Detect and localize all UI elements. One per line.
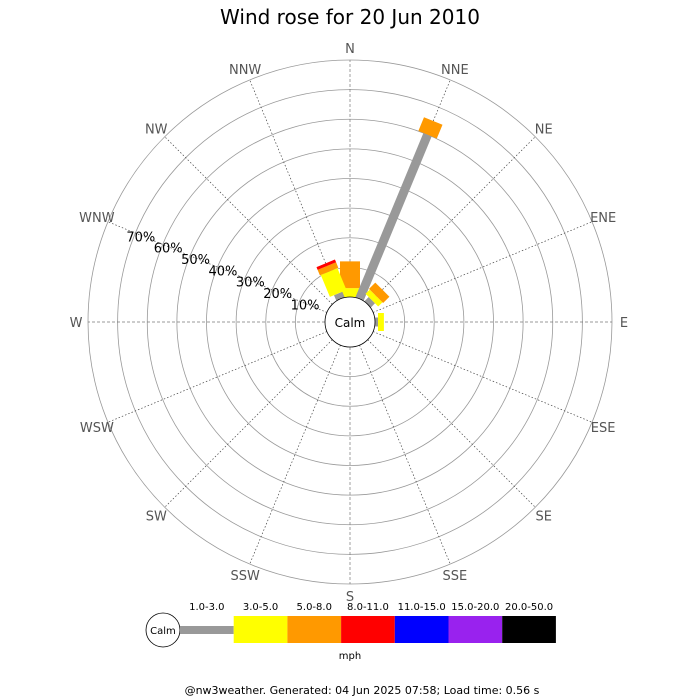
direction-label-ne: NE [535, 122, 553, 137]
legend-label-0: 1.0-3.0 [189, 602, 224, 613]
legend-swatch-5 [448, 616, 503, 643]
direction-label-se: SE [536, 510, 552, 525]
ring-30 [235, 207, 465, 437]
direction-label-wsw: WSW [80, 421, 114, 436]
ring-50 [176, 148, 524, 496]
legend-swatch-6 [502, 616, 556, 643]
bar-e-bin-1 [378, 313, 384, 331]
legend-swatch-1 [233, 616, 288, 643]
ring-label-40: 40% [209, 264, 238, 279]
bar-nnw-bin-1 [320, 268, 347, 297]
legend-label-1: 3.0-5.0 [243, 602, 278, 613]
direction-label-e: E [620, 316, 628, 331]
legend-calm-label: Calm [150, 626, 176, 637]
bar-nnw-bin-0 [334, 291, 345, 301]
bar-n-bin-2 [340, 261, 360, 289]
legend-swatch-3 [341, 616, 395, 643]
ring-label-60: 60% [154, 242, 183, 257]
spoke-wnw [107, 221, 328, 313]
ring-label-10: 10% [291, 298, 320, 313]
legend-swatch-4 [394, 616, 449, 643]
bar-e-bin-0 [375, 317, 378, 327]
legend-label-3: 8.0-11.0 [347, 602, 389, 613]
direction-label-ese: ESE [591, 421, 616, 436]
direction-label-nne: NNE [441, 63, 469, 78]
chart-title: Wind rose for 20 Jun 2010 [220, 5, 480, 29]
ring-label-70: 70% [126, 230, 155, 245]
legend-swatch-2 [287, 616, 342, 643]
calm-circle: Calm [324, 296, 376, 348]
spoke-nnw [249, 79, 341, 300]
legend-label-5: 15.0-20.0 [451, 602, 499, 613]
bar-nnw-bin-2 [317, 262, 339, 276]
ring-labels: 10%20%30%40%50%60%70% [126, 230, 319, 313]
direction-label-n: N [345, 42, 355, 57]
direction-label-ssw: SSW [230, 569, 260, 584]
spoke-ese [372, 331, 593, 423]
bar-nne-bin-2 [418, 117, 443, 139]
ring-20 [265, 237, 435, 407]
bar-ne-bin-0 [364, 297, 375, 308]
bar-ne-bin-1 [365, 289, 383, 307]
direction-label-s: S [346, 590, 354, 605]
spoke-ssw [249, 344, 341, 565]
legend-label-2: 5.0-8.0 [297, 602, 332, 613]
ring-40 [206, 178, 494, 466]
direction-label-sw: SW [146, 510, 167, 525]
direction-label-wnw: WNW [79, 211, 115, 226]
spoke-sse [359, 344, 451, 565]
bar-ne-bin-2 [369, 282, 390, 303]
bar-nne-bin-0 [355, 133, 432, 301]
direction-label-ene: ENE [590, 211, 616, 226]
direction-label-sse: SSE [442, 569, 467, 584]
spoke-ene [372, 221, 593, 313]
legend-label-4: 11.0-15.0 [398, 602, 446, 613]
direction-label-nnw: NNW [229, 63, 261, 78]
spoke-sw [164, 339, 333, 508]
direction-label-w: W [70, 316, 83, 331]
direction-label-nw: NW [145, 122, 168, 137]
ring-label-20: 20% [263, 287, 292, 302]
bar-nnw-bin-3 [316, 259, 337, 270]
direction-labels: N NNE NE ENE E ESE SE SSE S SSW SW WSW W WNW NW NNW [70, 42, 629, 605]
legend-label-6: 20.0-50.0 [505, 602, 553, 613]
legend-unit: mph [339, 651, 361, 662]
spoke-nw [164, 136, 333, 305]
spoke-wsw [107, 331, 328, 423]
spoke-ne [367, 136, 536, 305]
calm-label: Calm [335, 316, 366, 330]
legend-swatch-0 [180, 626, 234, 634]
footer-text: @nw3weather. Generated: 04 Jun 2025 07:5… [185, 684, 540, 697]
legend: Calm mph 1.0-3.0 3.0-5.0 5.0-8.0 8.0-11.0 11… [145, 602, 556, 662]
ring-label-50: 50% [181, 253, 210, 268]
ring-label-30: 30% [236, 276, 265, 291]
spoke-se [367, 339, 536, 508]
wind-bars [316, 117, 443, 331]
